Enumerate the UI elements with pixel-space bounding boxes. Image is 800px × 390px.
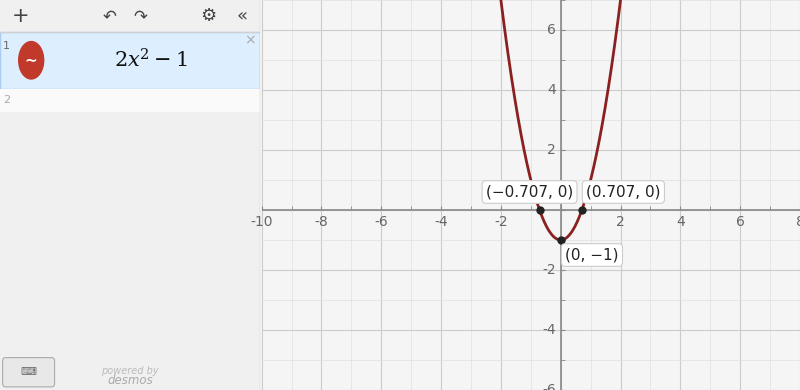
Text: +: + [12, 6, 30, 26]
Text: $2x^2 - 1$: $2x^2 - 1$ [114, 49, 187, 72]
FancyBboxPatch shape [0, 89, 260, 112]
Text: powered by: powered by [101, 365, 159, 376]
Text: -4: -4 [542, 323, 556, 337]
Text: «: « [236, 7, 247, 25]
Text: 2: 2 [616, 215, 625, 229]
Text: -6: -6 [374, 215, 388, 229]
Text: ⌨: ⌨ [21, 367, 37, 378]
Text: ∼: ∼ [25, 53, 38, 68]
Text: -10: -10 [250, 215, 273, 229]
Text: (0, −1): (0, −1) [565, 248, 618, 262]
Text: -2: -2 [494, 215, 508, 229]
Text: 2: 2 [547, 143, 556, 157]
Text: 4: 4 [676, 215, 685, 229]
Text: desmos: desmos [107, 374, 153, 387]
Circle shape [18, 41, 44, 79]
Text: 1: 1 [3, 41, 10, 51]
FancyBboxPatch shape [0, 0, 260, 32]
Text: -4: -4 [434, 215, 448, 229]
Text: 6: 6 [736, 215, 745, 229]
Text: 4: 4 [547, 83, 556, 97]
Text: -8: -8 [314, 215, 328, 229]
Text: 2: 2 [3, 95, 10, 105]
Text: (−0.707, 0): (−0.707, 0) [486, 184, 573, 200]
Text: -2: -2 [542, 263, 556, 277]
FancyBboxPatch shape [2, 358, 54, 387]
Text: ↶: ↶ [102, 7, 116, 25]
Text: 8: 8 [795, 215, 800, 229]
Text: 6: 6 [547, 23, 556, 37]
Text: (0.707, 0): (0.707, 0) [586, 184, 661, 200]
Text: ⚙: ⚙ [200, 7, 216, 25]
Text: ×: × [244, 34, 255, 48]
Text: ↷: ↷ [134, 7, 147, 25]
Text: -6: -6 [542, 383, 556, 390]
FancyBboxPatch shape [0, 32, 260, 89]
